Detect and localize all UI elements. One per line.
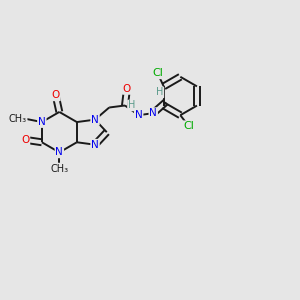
Text: O: O <box>52 90 60 100</box>
Text: N: N <box>56 147 63 158</box>
Text: Cl: Cl <box>152 68 163 78</box>
Text: CH₃: CH₃ <box>9 114 27 124</box>
Text: N: N <box>91 115 99 124</box>
Text: N: N <box>135 110 142 120</box>
Text: O: O <box>123 84 131 94</box>
Text: H: H <box>156 87 164 98</box>
Text: H: H <box>128 100 135 110</box>
Text: N: N <box>91 140 99 150</box>
Text: N: N <box>149 108 157 118</box>
Text: O: O <box>21 135 29 145</box>
Text: CH₃: CH₃ <box>50 164 68 173</box>
Text: N: N <box>38 117 46 127</box>
Text: Cl: Cl <box>183 121 194 131</box>
